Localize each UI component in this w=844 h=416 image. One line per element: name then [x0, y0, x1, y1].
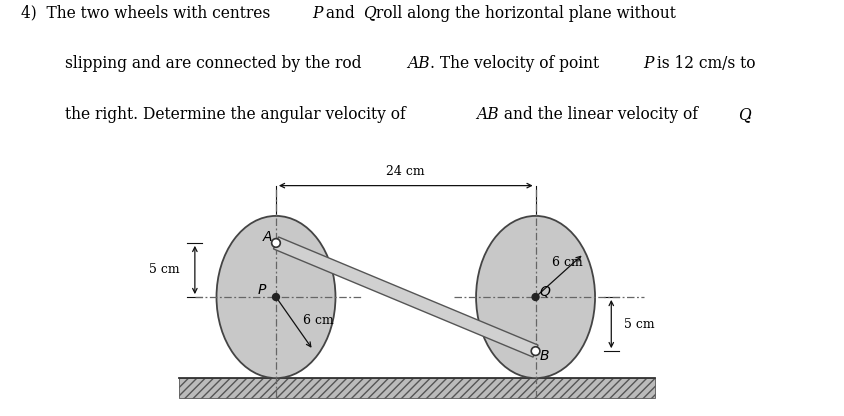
Text: 4)  The two wheels with centres: 4) The two wheels with centres: [21, 5, 275, 22]
Text: $P$: $P$: [257, 283, 267, 297]
Text: .: .: [747, 106, 752, 123]
Text: is 12 cm/s to: is 12 cm/s to: [652, 55, 755, 72]
Text: . The velocity of point: . The velocity of point: [430, 55, 603, 72]
Polygon shape: [273, 237, 538, 357]
Text: 5 cm: 5 cm: [624, 317, 655, 331]
Text: AB: AB: [407, 55, 430, 72]
Text: and the linear velocity of: and the linear velocity of: [499, 106, 703, 123]
Text: 6 cm: 6 cm: [303, 314, 333, 327]
Text: slipping and are connected by the rod: slipping and are connected by the rod: [65, 55, 366, 72]
Circle shape: [272, 239, 280, 247]
Text: $Q$: $Q$: [539, 285, 552, 300]
Text: roll along the horizontal plane without: roll along the horizontal plane without: [371, 5, 676, 22]
Text: 5 cm: 5 cm: [149, 263, 180, 277]
Text: $A$: $A$: [262, 230, 273, 244]
Text: and: and: [321, 5, 360, 22]
Text: AB: AB: [476, 106, 499, 123]
Text: P: P: [643, 55, 653, 72]
Text: 6 cm: 6 cm: [552, 256, 582, 269]
Text: $B$: $B$: [538, 349, 549, 363]
Text: the right. Determine the angular velocity of: the right. Determine the angular velocit…: [65, 106, 411, 123]
Text: Q: Q: [363, 5, 376, 22]
Circle shape: [531, 347, 540, 355]
Circle shape: [532, 294, 539, 300]
Text: 24 cm: 24 cm: [387, 165, 425, 178]
Circle shape: [273, 294, 279, 300]
Ellipse shape: [476, 216, 595, 378]
Ellipse shape: [217, 216, 335, 378]
Text: Q: Q: [738, 106, 750, 123]
Text: P: P: [312, 5, 322, 22]
Bar: [179, 378, 655, 398]
